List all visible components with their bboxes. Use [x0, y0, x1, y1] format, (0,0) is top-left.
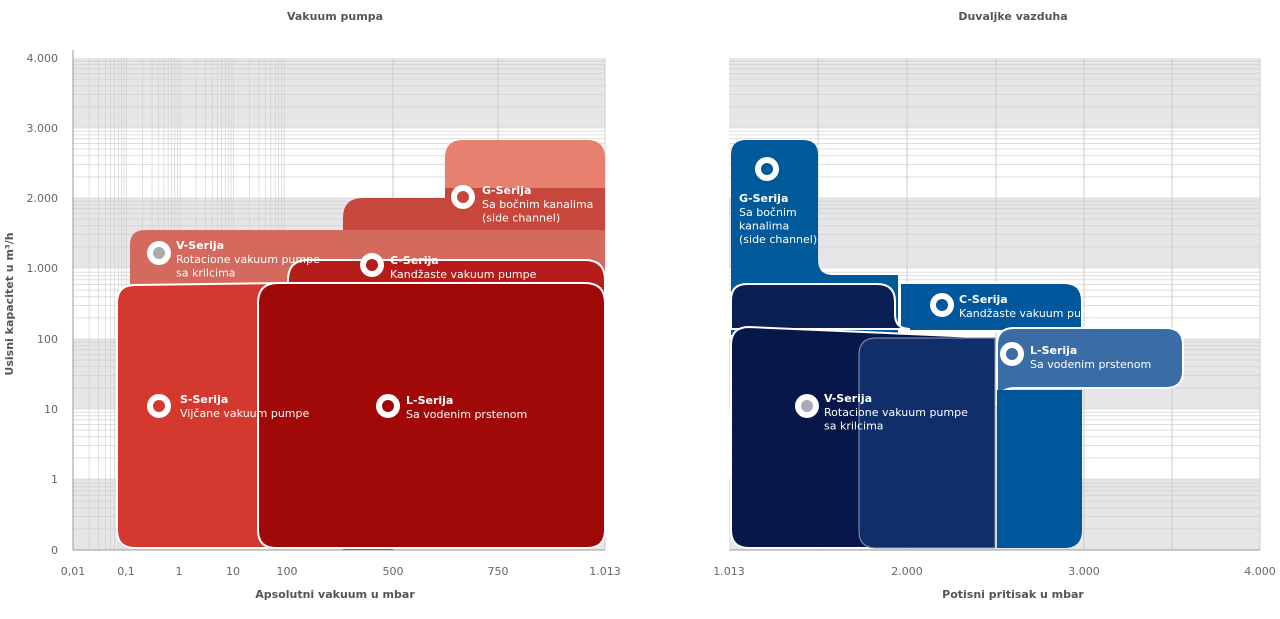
series-icon-glyph — [1006, 348, 1018, 360]
x-tick-label: 10 — [226, 565, 240, 578]
series-name: L-Serija — [406, 394, 453, 407]
x-tick-label: 500 — [383, 565, 404, 578]
series-icon-glyph — [153, 400, 165, 412]
x-tick-label: 0,01 — [61, 565, 86, 578]
x-tick-label: 2.000 — [891, 565, 923, 578]
series-name: G-Serija — [482, 184, 531, 197]
right-regions — [730, 140, 1184, 549]
series-name: S-Serija — [180, 393, 228, 406]
l-region-lower — [997, 390, 1082, 548]
x-axis-label: Potisni pritisak u mbar — [942, 588, 1084, 601]
y-tick-label: 1 — [51, 473, 58, 486]
series-icon-glyph — [382, 400, 394, 412]
labels: Vakuum pumpa Duvaljke vazduha Apsolutni va… — [3, 10, 1276, 601]
x-tick-label: 1.013 — [713, 565, 745, 578]
x-tick-label: 750 — [488, 565, 509, 578]
v-region-inner — [858, 337, 996, 549]
series-description: (side channel) — [739, 233, 817, 246]
series-icon-glyph — [936, 299, 948, 311]
x-tick-label: 3.000 — [1068, 565, 1100, 578]
series-icon-glyph — [366, 259, 378, 271]
left-title: Vakuum pumpa — [287, 10, 383, 23]
band — [73, 58, 605, 128]
series-description: Vijčane vakuum pumpe — [180, 407, 310, 420]
y-tick-label: 0 — [51, 544, 58, 557]
series-icon-glyph — [153, 247, 165, 259]
series-name: L-Serija — [1030, 344, 1077, 357]
right-title: Duvaljke vazduha — [958, 10, 1067, 23]
l-region — [257, 282, 606, 549]
series-description: Sa vodenim prstenom — [1030, 358, 1151, 371]
y-axis-label: Usisni kapacitet u m³/h — [3, 232, 16, 375]
x-tick-label: 1 — [176, 565, 183, 578]
series-name: V-Serija — [824, 392, 872, 405]
series-icon-glyph — [457, 191, 469, 203]
series-description: Sa vodenim prstenom — [406, 408, 527, 421]
series-description: kanalima — [739, 220, 789, 233]
x-tick-label: 100 — [277, 565, 298, 578]
series-description: Kandžaste vakuum pumpe — [390, 268, 537, 281]
series-description: Sa bočnim — [739, 206, 797, 219]
series-icon-glyph — [761, 163, 773, 175]
series-description: Rotacione vakuum pumpe — [824, 406, 968, 419]
y-tick-label: 10 — [44, 403, 58, 416]
y-tick-label: 1.000 — [27, 262, 59, 275]
y-tick-label: 100 — [37, 333, 58, 346]
series-description: (side channel) — [482, 212, 560, 225]
y-tick-label: 3.000 — [27, 122, 59, 135]
y-tick-label: 4.000 — [27, 52, 59, 65]
series-icon-glyph — [801, 400, 813, 412]
series-description: Rotacione vakuum pumpe — [176, 253, 320, 266]
left-regions — [116, 140, 606, 550]
y-tick-label: 2.000 — [27, 192, 59, 205]
x-axis-label: Apsolutni vakuum u mbar — [255, 588, 415, 601]
x-tick-label: 4.000 — [1244, 565, 1276, 578]
series-name: C-Serija — [390, 254, 439, 267]
c-region-dark — [730, 283, 911, 330]
series-description: Sa bočnim kanalima — [482, 198, 593, 211]
x-tick-label: 1.013 — [589, 565, 621, 578]
series-description: sa krilcima — [176, 267, 236, 280]
x-tick-label: 0,1 — [117, 565, 135, 578]
series-name: G-Serija — [739, 192, 788, 205]
series-name: V-Serija — [176, 239, 224, 252]
series-description: Kandžaste vakuum pumpe — [959, 307, 1106, 320]
series-description: sa krilcima — [824, 420, 884, 433]
band — [729, 58, 1260, 128]
series-name: C-Serija — [959, 293, 1008, 306]
